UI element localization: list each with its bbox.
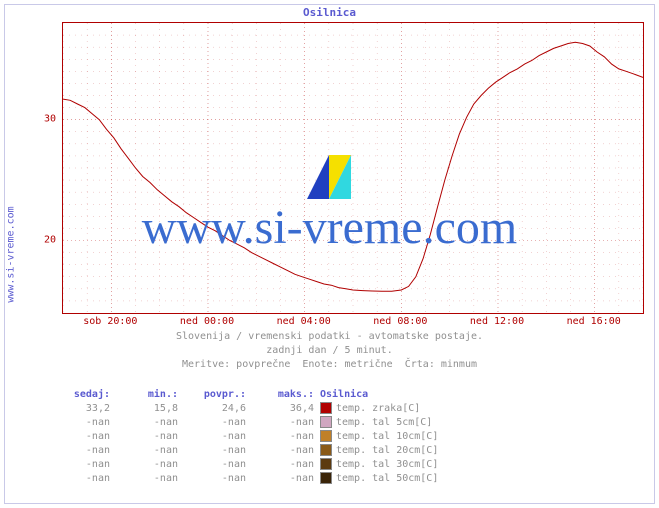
legend-swatch-icon	[320, 430, 332, 442]
legend-item: temp. tal 10cm[C]	[320, 430, 444, 444]
table-cell: -nan	[252, 444, 320, 458]
table-cell: 24,6	[184, 402, 252, 416]
table-cell: 15,8	[116, 402, 184, 416]
table-header: sedaj:	[48, 388, 116, 402]
stats-table: sedaj:min.:povpr.:maks.:Osilnica33,215,8…	[48, 388, 444, 486]
table-cell: 36,4	[252, 402, 320, 416]
legend-item: temp. tal 20cm[C]	[320, 444, 444, 458]
table-header: povpr.:	[184, 388, 252, 402]
y-tick-label: 20	[34, 234, 56, 245]
legend-swatch-icon	[320, 402, 332, 414]
legend-swatch-icon	[320, 416, 332, 428]
table-cell: -nan	[252, 430, 320, 444]
table-header: min.:	[116, 388, 184, 402]
table-cell: -nan	[48, 444, 116, 458]
y-tick-label: 30	[34, 113, 56, 124]
x-tick-label: ned 04:00	[277, 316, 331, 327]
table-row: -nan-nan-nan-nantemp. tal 50cm[C]	[48, 472, 444, 486]
x-tick-label: ned 08:00	[373, 316, 427, 327]
watermark-logo-icon	[307, 155, 351, 199]
table-cell: -nan	[48, 430, 116, 444]
table-cell: -nan	[116, 416, 184, 430]
legend-swatch-icon	[320, 444, 332, 456]
table-cell: -nan	[116, 472, 184, 486]
table-cell: -nan	[252, 458, 320, 472]
table-cell: -nan	[252, 472, 320, 486]
x-tick-label: sob 20:00	[83, 316, 137, 327]
legend-item: temp. zraka[C]	[320, 402, 444, 416]
table-cell: -nan	[252, 416, 320, 430]
table-row: -nan-nan-nan-nantemp. tal 20cm[C]	[48, 444, 444, 458]
table-row: -nan-nan-nan-nantemp. tal 5cm[C]	[48, 416, 444, 430]
table-row: 33,215,824,636,4temp. zraka[C]	[48, 402, 444, 416]
legend-swatch-icon	[320, 458, 332, 470]
table-row: -nan-nan-nan-nantemp. tal 30cm[C]	[48, 458, 444, 472]
table-cell: -nan	[48, 458, 116, 472]
table-cell: -nan	[48, 416, 116, 430]
table-cell: -nan	[116, 430, 184, 444]
subtitle-block: Slovenija / vremenski podatki - avtomats…	[0, 330, 659, 372]
table-cell: -nan	[184, 444, 252, 458]
chart-title: Osilnica	[0, 6, 659, 19]
legend-item: temp. tal 50cm[C]	[320, 472, 444, 486]
table-cell: -nan	[116, 444, 184, 458]
legend-title: Osilnica	[320, 388, 444, 402]
table-cell: -nan	[184, 472, 252, 486]
legend-swatch-icon	[320, 472, 332, 484]
table-row: -nan-nan-nan-nantemp. tal 10cm[C]	[48, 430, 444, 444]
x-tick-label: ned 00:00	[180, 316, 234, 327]
table-cell: 33,2	[48, 402, 116, 416]
table-cell: -nan	[116, 458, 184, 472]
plot-area	[62, 22, 644, 314]
legend-item: temp. tal 5cm[C]	[320, 416, 444, 430]
table-cell: -nan	[184, 430, 252, 444]
table-cell: -nan	[184, 416, 252, 430]
x-tick-label: ned 16:00	[567, 316, 621, 327]
watermark-text: www.si-vreme.com	[0, 200, 659, 255]
legend-item: temp. tal 30cm[C]	[320, 458, 444, 472]
x-tick-label: ned 12:00	[470, 316, 524, 327]
table-cell: -nan	[184, 458, 252, 472]
table-header: maks.:	[252, 388, 320, 402]
table-cell: -nan	[48, 472, 116, 486]
